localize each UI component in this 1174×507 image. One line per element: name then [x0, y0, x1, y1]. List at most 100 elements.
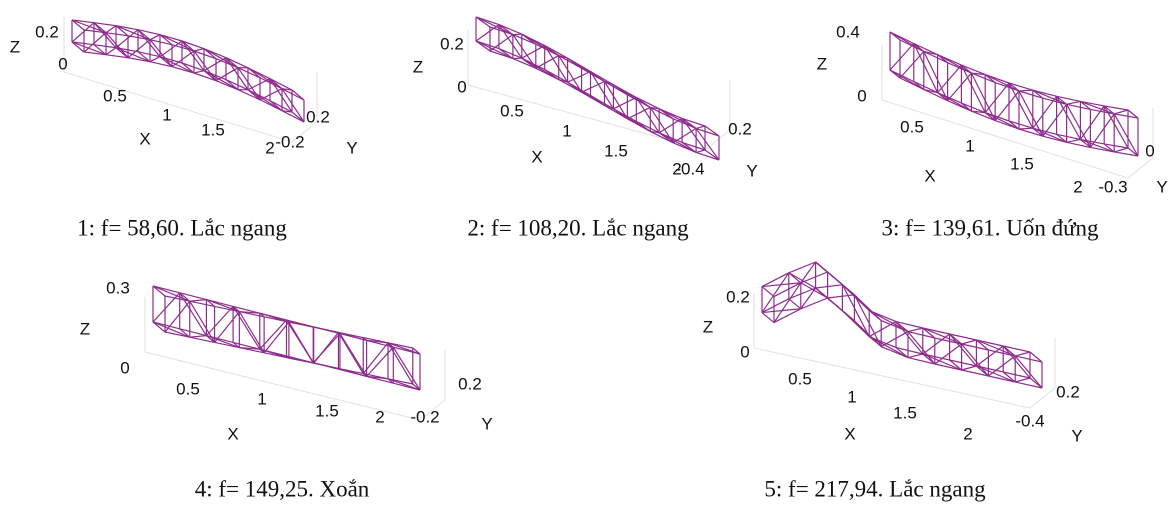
z-axis-label: Z [413, 57, 423, 76]
y-tick-label: -0.4 [1015, 411, 1044, 430]
y-tick-label: 0.2 [306, 107, 330, 126]
x-axis-label: X [531, 147, 542, 166]
axis-grid [882, 100, 1128, 178]
truss-member [264, 322, 289, 353]
truss-member [869, 322, 896, 337]
truss-member [367, 347, 394, 376]
y-tick-label: -0.4 [675, 159, 704, 178]
z-tick-label: 0 [120, 358, 129, 377]
x-tick-label: 1.5 [315, 401, 339, 420]
truss-member [881, 332, 908, 347]
y-tick-label: -0.2 [275, 132, 304, 151]
z-tick-label: 0.2 [726, 287, 750, 306]
truss-member [938, 93, 972, 111]
truss-member [314, 332, 339, 363]
truss-member [696, 150, 705, 152]
truss-member [476, 25, 499, 41]
truss-member [1015, 352, 1030, 356]
truss-member [1080, 106, 1104, 140]
truss-member [393, 347, 420, 390]
x-tick-label: 0.5 [900, 117, 924, 136]
truss-member [150, 57, 160, 62]
truss-member [206, 306, 233, 335]
axis-grid [1030, 388, 1055, 408]
x-tick-label: 2 [963, 424, 972, 443]
truss-member [1067, 139, 1081, 142]
truss-member [204, 71, 238, 90]
y-axis-label: Y [481, 414, 492, 433]
truss-member [106, 33, 128, 58]
truss-member [313, 363, 338, 369]
truss-member [924, 52, 948, 101]
x-axis-label: X [844, 424, 855, 443]
truss-member [1104, 106, 1128, 148]
truss-member [248, 90, 282, 111]
truss-member [938, 55, 972, 73]
truss-member [659, 133, 696, 153]
z-tick-label: 0 [857, 86, 866, 105]
truss-member [1019, 90, 1033, 91]
x-tick-label: 1 [257, 389, 266, 408]
y-tick-label: 0 [1145, 141, 1154, 160]
truss-member [842, 285, 869, 337]
truss-member [568, 72, 591, 83]
y-tick-label: 0.2 [458, 374, 482, 393]
truss-member [248, 79, 270, 90]
z-tick-label: 0.3 [106, 278, 130, 297]
caption: 3: f= 139,61. Uốn đứng [881, 215, 1099, 240]
truss-member [1067, 101, 1081, 104]
truss-member [72, 23, 94, 42]
y-axis-label: Y [1071, 426, 1082, 445]
truss-member [908, 328, 923, 332]
truss-member [985, 75, 1019, 91]
truss-member [180, 293, 207, 336]
x-axis-label: X [227, 424, 238, 443]
truss-member [1019, 128, 1033, 129]
truss-member [1114, 114, 1138, 156]
truss-member [705, 150, 719, 160]
truss-member [696, 126, 705, 128]
caption: 1: f= 58,60. Lắc ngang [77, 215, 287, 240]
truss-member [962, 340, 977, 344]
truss-member [165, 301, 190, 332]
truss-member [908, 354, 923, 358]
truss-member [1015, 378, 1030, 382]
y-axis-label: Y [346, 138, 357, 157]
x-tick-label: 2 [375, 407, 384, 426]
caption: 4: f= 149,25. Xoắn [195, 476, 370, 501]
truss-member [522, 58, 559, 79]
truss-member [869, 337, 908, 358]
truss-member [194, 49, 204, 51]
y-axis-label: Y [746, 161, 757, 180]
truss-member [476, 41, 513, 59]
y-tick-label: -0.3 [1098, 177, 1127, 196]
truss-member [153, 293, 180, 322]
truss-member [289, 322, 313, 327]
z-axis-label: Z [817, 54, 827, 73]
truss-member [673, 128, 696, 142]
x-axis-label: X [139, 129, 150, 148]
z-tick-label: 0 [58, 54, 67, 73]
truss-member [106, 26, 116, 33]
y-tick-label: 0.2 [1056, 382, 1080, 401]
x-tick-label: 1 [847, 387, 856, 406]
truss-member [1080, 139, 1114, 151]
caption: 5: f= 217,94. Lắc ngang [764, 476, 986, 501]
truss-member [854, 295, 881, 347]
truss-member [762, 287, 774, 297]
truss-member [522, 34, 559, 55]
truss-member [789, 299, 801, 309]
truss-member [204, 49, 238, 68]
truss-member [582, 82, 605, 93]
truss-member [762, 313, 774, 323]
z-axis-label: Z [10, 37, 20, 56]
x-axis-label: X [924, 166, 935, 185]
truss-member [215, 312, 240, 343]
truss-member [248, 68, 282, 89]
x-tick-label: 2 [1073, 177, 1082, 196]
x-tick-label: 0.5 [500, 101, 524, 120]
truss-member [705, 126, 719, 136]
truss-member [890, 70, 924, 90]
truss-member [313, 327, 338, 333]
truss-member [94, 23, 116, 48]
